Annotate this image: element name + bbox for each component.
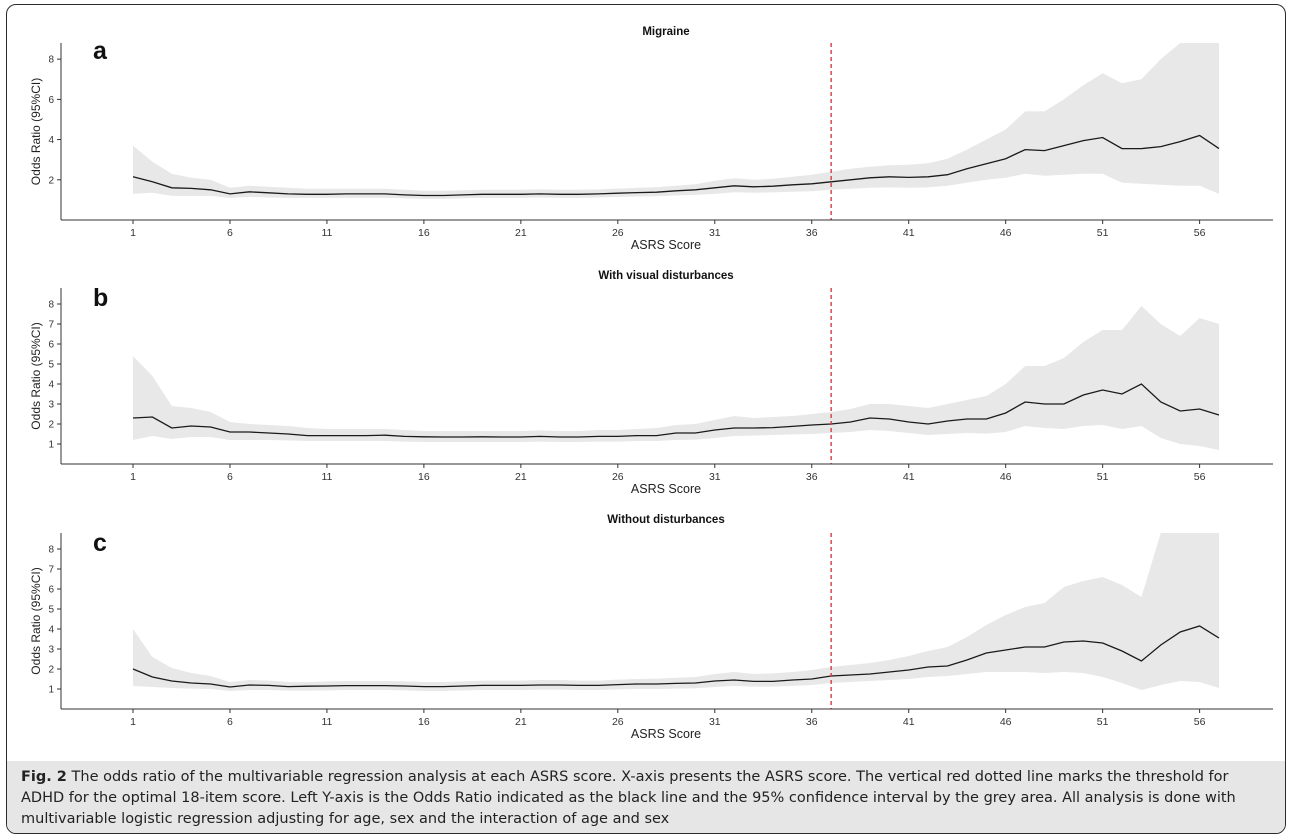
- x-tick-label: 46: [1000, 227, 1012, 239]
- y-tick-label: 4: [48, 625, 54, 636]
- x-tick-label: 36: [806, 227, 818, 239]
- x-tick-label: 6: [227, 716, 233, 728]
- x-axis-label: ASRS Score: [631, 238, 701, 252]
- confidence-band: [133, 533, 1219, 691]
- x-tick-label: 51: [1097, 471, 1109, 483]
- caption-label: Fig. 2: [21, 769, 67, 785]
- odds-ratio-line: [132, 625, 1220, 688]
- x-tick-label: 1: [130, 227, 136, 239]
- y-axis-label: Odds Ratio (95%CI): [29, 322, 43, 429]
- x-tick-label: 26: [612, 716, 624, 728]
- x-axis-label: ASRS Score: [631, 482, 701, 496]
- x-tick-label: 41: [903, 716, 915, 728]
- x-tick-label: 31: [709, 471, 721, 483]
- x-axis-label: ASRS Score: [631, 727, 701, 741]
- x-tick-label: 41: [903, 227, 915, 239]
- y-tick-label: 1: [48, 440, 54, 451]
- figure-caption: Fig. 2 The odds ratio of the multivariab…: [21, 767, 1271, 830]
- y-tick-label: 7: [48, 565, 54, 576]
- panel-letter: c: [93, 529, 107, 557]
- x-tick-label: 6: [227, 227, 233, 239]
- x-tick-label: 51: [1097, 716, 1109, 728]
- x-tick-label: 51: [1097, 227, 1109, 239]
- panel-letter: a: [93, 37, 108, 65]
- x-tick-label: 1: [130, 716, 136, 728]
- x-tick-label: 21: [515, 227, 527, 239]
- y-tick-label: 4: [48, 135, 54, 146]
- y-tick-label: 6: [48, 95, 54, 106]
- x-tick-label: 21: [515, 471, 527, 483]
- x-tick-label: 31: [709, 716, 721, 728]
- y-tick-label: 6: [48, 340, 54, 351]
- x-tick-label: 36: [806, 471, 818, 483]
- x-tick-label: 56: [1194, 471, 1206, 483]
- y-tick-label: 2: [48, 665, 54, 676]
- x-tick-label: 26: [612, 471, 624, 483]
- y-tick-label: 2: [48, 420, 54, 431]
- confidence-band: [133, 43, 1219, 199]
- y-tick-label: 8: [48, 300, 54, 311]
- x-tick-label: 11: [321, 227, 332, 239]
- x-tick-label: 21: [515, 716, 527, 728]
- x-tick-label: 16: [418, 227, 430, 239]
- y-tick-label: 6: [48, 585, 54, 596]
- x-tick-label: 36: [806, 716, 818, 728]
- panel-letter: b: [93, 284, 108, 312]
- x-tick-label: 16: [418, 471, 430, 483]
- panel-title: With visual disturbances: [598, 270, 733, 282]
- x-tick-label: 56: [1194, 227, 1206, 239]
- y-tick-label: 8: [48, 545, 54, 556]
- figure-frame: 2 4 6 8 1 6 11 16 21 26 31 36 41 46 51 56 ASRS Score Odds…: [6, 4, 1286, 834]
- confidence-band: [133, 306, 1219, 450]
- y-tick-label: 3: [48, 645, 54, 656]
- panel-title: Without disturbances: [607, 514, 724, 526]
- y-tick-label: 7: [48, 320, 54, 331]
- x-tick-label: 56: [1194, 716, 1206, 728]
- y-tick-label: 4: [48, 380, 54, 391]
- x-tick-label: 46: [1000, 716, 1012, 728]
- y-tick-label: 3: [48, 400, 54, 411]
- x-tick-label: 31: [709, 227, 721, 239]
- x-tick-label: 1: [130, 471, 136, 483]
- y-tick-label: 2: [48, 175, 54, 186]
- x-tick-label: 11: [321, 471, 332, 483]
- y-tick-label: 5: [48, 360, 54, 371]
- panel-title: Migraine: [642, 26, 689, 38]
- x-tick-label: 11: [321, 716, 332, 728]
- x-tick-label: 26: [612, 227, 624, 239]
- x-tick-label: 41: [903, 471, 915, 483]
- odds-ratio-line: [132, 383, 1220, 438]
- y-tick-label: 1: [48, 685, 54, 696]
- x-tick-label: 46: [1000, 471, 1012, 483]
- y-axis-label: Odds Ratio (95%CI): [29, 78, 43, 185]
- x-tick-label: 16: [418, 716, 430, 728]
- caption-bar: Fig. 2 The odds ratio of the multivariab…: [7, 761, 1285, 833]
- caption-text: The odds ratio of the multivariable regr…: [21, 769, 1236, 827]
- x-tick-label: 6: [227, 471, 233, 483]
- y-tick-label: 5: [48, 605, 54, 616]
- y-axis-label: Odds Ratio (95%CI): [29, 567, 43, 674]
- odds-ratio-line: [132, 134, 1220, 197]
- y-tick-label: 8: [48, 55, 54, 66]
